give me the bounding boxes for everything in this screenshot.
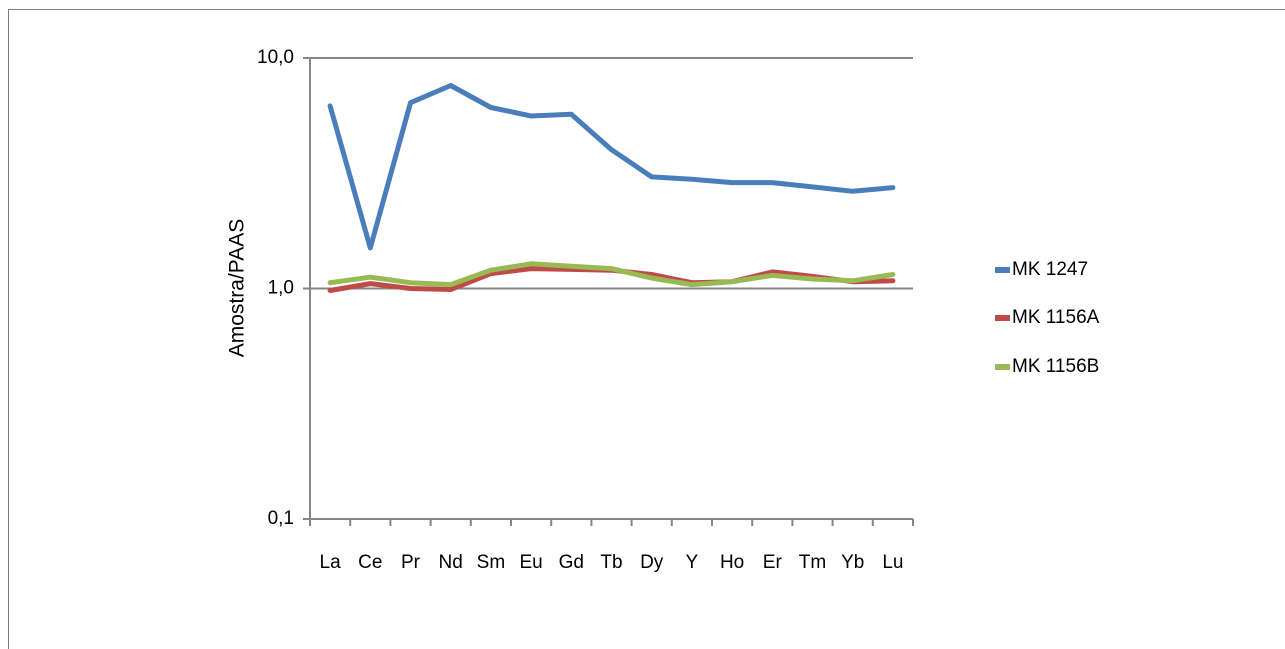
- legend-label: MK 1247: [1012, 259, 1088, 280]
- chart-frame: [8, 9, 1285, 649]
- series-line-1: [327, 83, 896, 251]
- x-tick-label: Y: [686, 552, 699, 573]
- x-tick-label: La: [320, 552, 342, 573]
- rare-earth-chart: 10,01,00,1La Ce Pr Nd Sm Eu Gd Tb Dy Y Ho Er Tm Yb Lu …: [226, 47, 1100, 573]
- y-tick-label: 10,0: [257, 47, 294, 68]
- x-tick-label: Er: [763, 552, 783, 573]
- legend: MK 1247 MK 1156A MK 1156B: [995, 259, 1100, 377]
- x-tick-label: Yb: [841, 552, 864, 573]
- series-layer: [327, 83, 896, 293]
- x-tick-label: Tm: [799, 552, 826, 573]
- label-layer: 10,0 1,0 0,1 La Ce Pr Nd Sm Eu Gd Tb Dy Y Ho Er Tm Yb Lu: [257, 47, 903, 573]
- axis-layer: [303, 57, 914, 526]
- x-tick-label: Dy: [640, 552, 664, 573]
- legend-label: MK 1156B: [1012, 356, 1099, 377]
- x-tick-label: Lu: [882, 552, 903, 573]
- x-tick-label: Ce: [358, 552, 382, 573]
- series-line-3: [327, 261, 896, 288]
- y-tick-label: 1,0: [268, 278, 294, 299]
- y-axis-label: Amostra/PAAS: [226, 219, 249, 358]
- x-tick-label: Ho: [720, 552, 744, 573]
- x-tick-label: Pr: [401, 552, 421, 573]
- x-tick-label: Tb: [600, 552, 622, 573]
- grid-layer: [310, 57, 913, 290]
- x-tick-label: Nd: [439, 552, 463, 573]
- x-tick-label: Sm: [477, 552, 506, 573]
- y-tick-label: 0,1: [268, 508, 294, 529]
- x-tick-label: Gd: [559, 552, 584, 573]
- legend-label: MK 1156A: [1012, 307, 1100, 328]
- x-tick-label: Eu: [519, 552, 542, 573]
